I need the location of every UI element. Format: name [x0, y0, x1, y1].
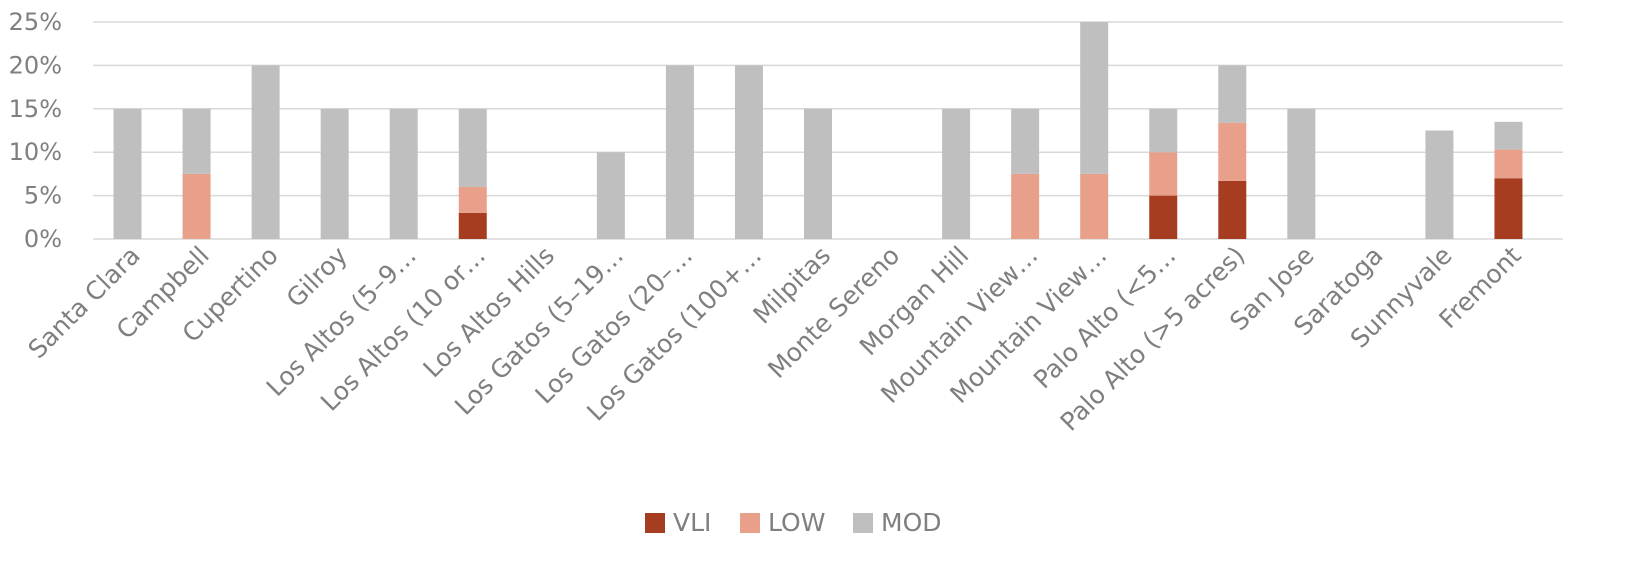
- bar-mod-13: [1011, 108, 1040, 174]
- bar-mod-9: [734, 65, 763, 240]
- bar-mod-16: [1218, 65, 1247, 123]
- bar-low-20: [1494, 149, 1523, 179]
- legend-label-vli: VLI: [673, 508, 711, 537]
- y-tick-label: 10%: [9, 138, 62, 166]
- bar-low-14: [1080, 173, 1109, 239]
- y-axis-tick-labels: 0% 5% 10% 15% 20% 25%: [9, 8, 62, 253]
- bar-vli-20: [1494, 178, 1523, 239]
- bar-mod-2: [251, 65, 280, 240]
- bar-mod-7: [596, 152, 625, 239]
- y-tick-label: 5%: [24, 182, 62, 210]
- bar-vli-15: [1149, 195, 1178, 239]
- y-tick-label: 20%: [9, 51, 62, 79]
- bar-mod-3: [320, 108, 349, 239]
- bar-mod-12: [942, 108, 971, 239]
- bar-mod-5: [458, 108, 487, 187]
- legend-swatch-mod: [853, 513, 873, 533]
- bar-mod-0: [113, 108, 142, 239]
- bars: [113, 22, 1523, 240]
- legend-swatch-low: [740, 513, 760, 533]
- bar-mod-15: [1149, 108, 1178, 153]
- legend-label-low: LOW: [768, 508, 825, 537]
- legend-label-mod: MOD: [881, 508, 942, 537]
- bar-mod-14: [1080, 22, 1109, 174]
- legend: VLI LOW MOD: [645, 508, 942, 537]
- bar-low-5: [458, 186, 487, 213]
- bar-mod-17: [1287, 108, 1316, 239]
- bar-mod-10: [804, 108, 832, 239]
- bar-low-1: [182, 173, 211, 239]
- y-tick-label: 25%: [9, 8, 62, 36]
- category-label: Santa Clara: [22, 241, 145, 364]
- bar-vli-5: [458, 212, 487, 239]
- y-tick-label: 15%: [9, 95, 62, 123]
- bar-vli-16: [1218, 180, 1247, 239]
- y-tick-label: 0%: [24, 225, 62, 253]
- bar-low-16: [1218, 122, 1247, 181]
- bar-mod-19: [1425, 130, 1454, 239]
- bar-low-15: [1149, 152, 1178, 196]
- legend-swatch-vli: [645, 513, 665, 533]
- bar-mod-20: [1494, 121, 1523, 150]
- bar-mod-4: [389, 108, 418, 239]
- bar-low-13: [1011, 173, 1040, 239]
- bar-mod-1: [182, 108, 211, 174]
- bar-mod-8: [665, 65, 694, 240]
